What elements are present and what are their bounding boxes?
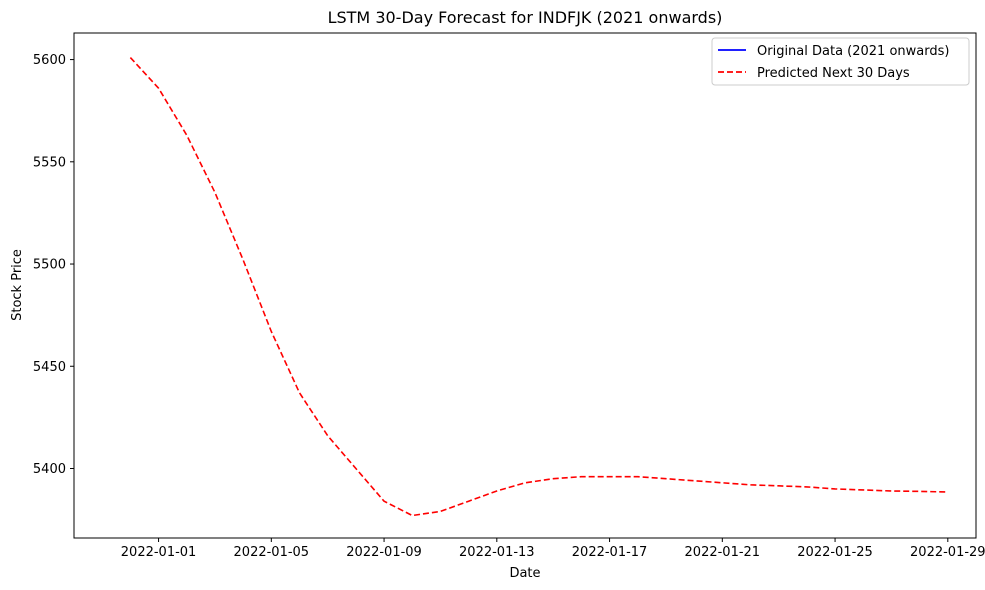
legend: Original Data (2021 onwards) Predicted N… bbox=[711, 37, 970, 86]
legend-label-predicted: Predicted Next 30 Days bbox=[757, 66, 910, 81]
x-tick-label: 2022-01-17 bbox=[572, 545, 648, 560]
x-tick-label: 2022-01-25 bbox=[797, 545, 873, 560]
series-layer bbox=[129, 56, 948, 517]
series-line-predicted bbox=[129, 56, 948, 517]
x-tick-label: 2022-01-01 bbox=[121, 545, 197, 560]
y-tick-label: 5600 bbox=[33, 53, 66, 68]
y-tick-label: 5550 bbox=[33, 155, 66, 170]
x-tick-label: 2022-01-09 bbox=[346, 545, 422, 560]
chart-title: LSTM 30-Day Forecast for INDFJK (2021 on… bbox=[328, 8, 723, 27]
y-tick-label: 5500 bbox=[33, 258, 66, 273]
legend-box bbox=[711, 37, 970, 86]
y-tick-label: 5400 bbox=[33, 462, 66, 477]
x-axis: 2022-01-01 2022-01-05 2022-01-09 2022-01-13… bbox=[121, 538, 985, 560]
plot-area bbox=[73, 32, 977, 539]
y-axis-label: Stock Price bbox=[10, 249, 25, 321]
x-tick-label: 2022-01-05 bbox=[234, 545, 310, 560]
x-tick-label: 2022-01-29 bbox=[910, 545, 985, 560]
y-axis: 5400 5450 5500 5550 5600 bbox=[33, 53, 74, 477]
x-tick-label: 2022-01-21 bbox=[685, 545, 761, 560]
legend-label-original-data: Original Data (2021 onwards) bbox=[757, 44, 949, 59]
y-tick-label: 5450 bbox=[33, 360, 66, 375]
x-axis-label: Date bbox=[509, 566, 540, 581]
x-tick-label: 2022-01-13 bbox=[459, 545, 535, 560]
